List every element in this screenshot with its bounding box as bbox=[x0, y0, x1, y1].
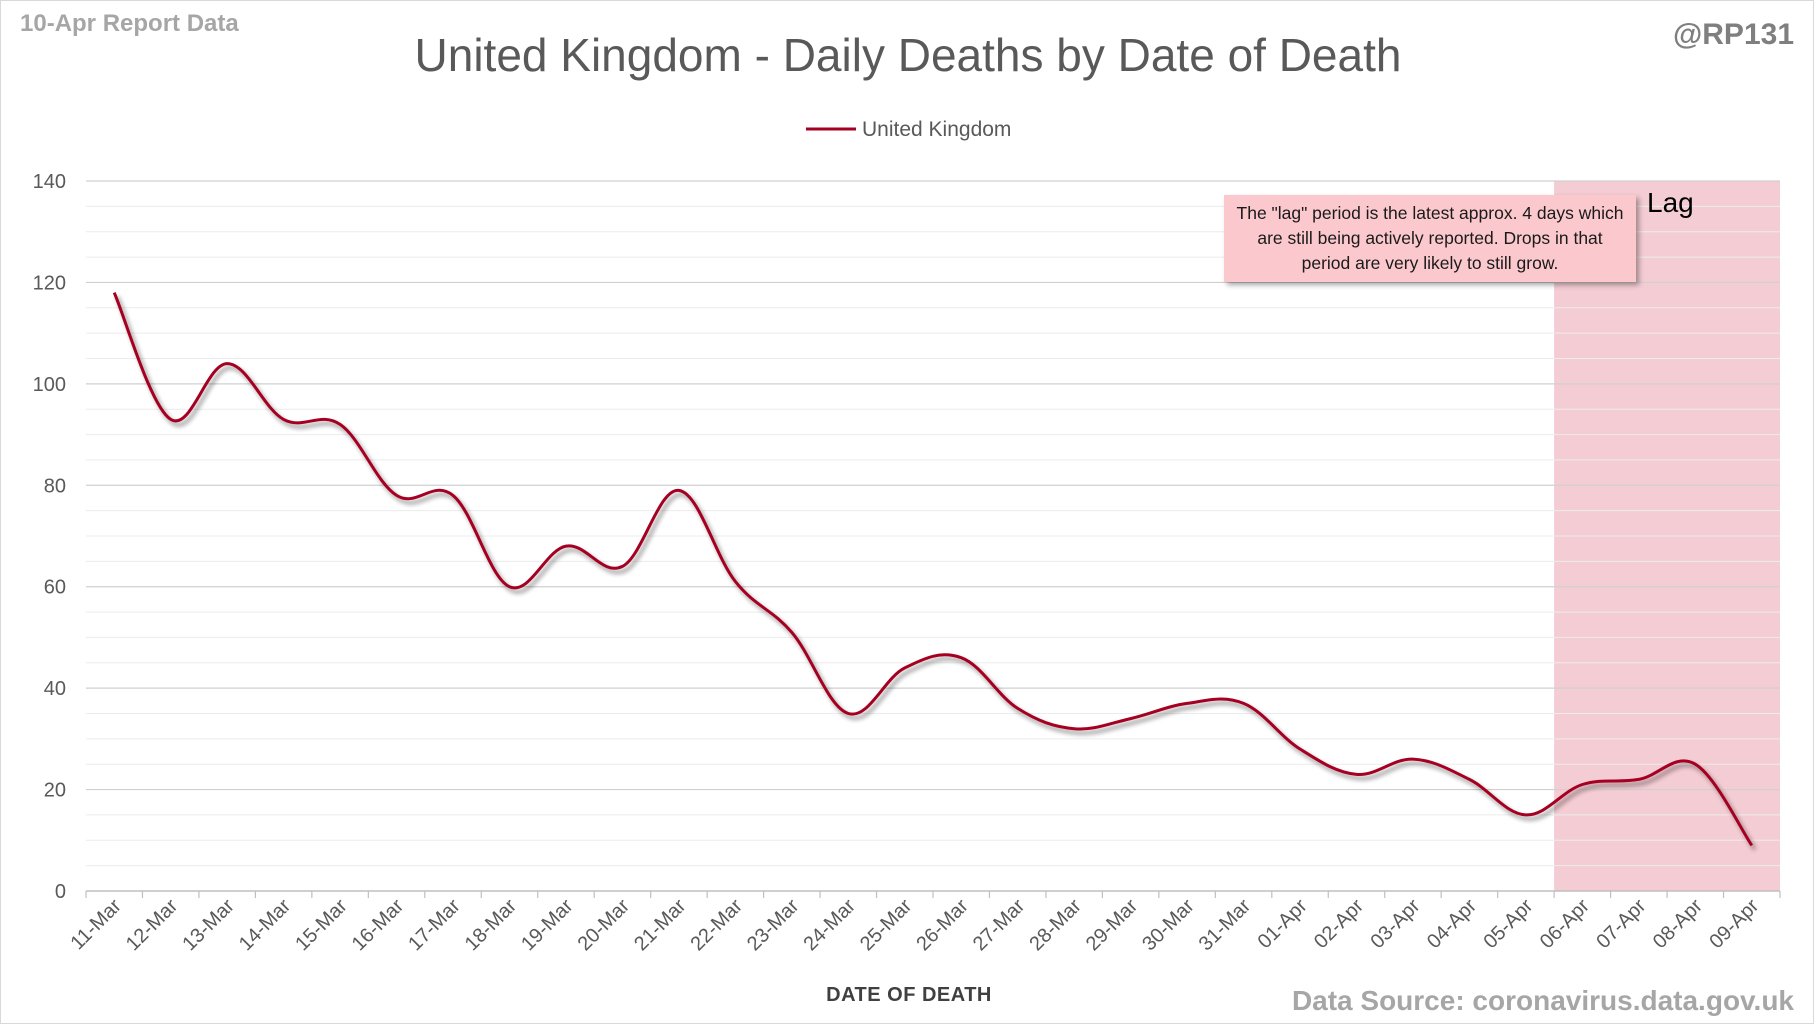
x-axis-ticks bbox=[85, 891, 1781, 898]
legend-label-united-kingdom: United Kingdom bbox=[862, 118, 1011, 141]
x-tick-label: 14-Mar bbox=[235, 895, 296, 956]
x-tick-label: 27-Mar bbox=[969, 895, 1030, 956]
x-tick-label: 11-Mar bbox=[66, 895, 126, 955]
x-tick-label: 03-Apr bbox=[1366, 895, 1424, 953]
x-tick-label: 09-Apr bbox=[1705, 895, 1763, 953]
y-tick-label: 40 bbox=[44, 678, 66, 700]
major-gridlines bbox=[86, 180, 1780, 791]
x-tick-label: 21-Mar bbox=[630, 895, 691, 956]
chart-title: United Kingdom - Daily Deaths by Date of… bbox=[414, 29, 1402, 81]
legend: United Kingdom bbox=[806, 118, 1011, 141]
x-axis-title: DATE OF DEATH bbox=[826, 984, 992, 1006]
series-line-united-kingdom bbox=[112, 291, 1754, 847]
x-tick-label: 15-Mar bbox=[291, 895, 352, 956]
x-tick-label: 18-Mar bbox=[461, 895, 522, 956]
x-tick-label: 02-Apr bbox=[1310, 895, 1368, 953]
x-tick-label: 07-Apr bbox=[1592, 895, 1650, 953]
x-tick-label: 25-Mar bbox=[856, 895, 917, 956]
y-axis-labels: 0 20 40 60 80 100 120 140 bbox=[33, 171, 66, 903]
author-handle: @RP131 bbox=[1673, 18, 1794, 51]
x-tick-label: 16-Mar bbox=[348, 895, 409, 956]
y-tick-label: 20 bbox=[44, 780, 66, 802]
x-tick-label: 01-Apr bbox=[1254, 895, 1312, 953]
y-tick-label: 140 bbox=[33, 171, 66, 193]
lag-note-callout: The "lag" period is the latest approx. 4… bbox=[1224, 195, 1636, 282]
x-tick-label: 06-Apr bbox=[1536, 895, 1594, 953]
x-tick-label: 31-Mar bbox=[1195, 895, 1256, 956]
x-tick-label: 26-Mar bbox=[912, 895, 973, 956]
y-tick-label: 80 bbox=[44, 475, 66, 497]
x-axis-labels: 11-Mar12-Mar13-Mar14-Mar15-Mar16-Mar17-M… bbox=[66, 895, 1763, 956]
x-tick-label: 04-Apr bbox=[1423, 895, 1481, 953]
x-tick-label: 12-Mar bbox=[122, 895, 183, 956]
x-tick-label: 30-Mar bbox=[1138, 895, 1199, 956]
y-tick-label: 100 bbox=[33, 374, 66, 396]
x-tick-label: 17-Mar bbox=[404, 895, 465, 956]
y-tick-label: 60 bbox=[44, 577, 66, 599]
x-tick-label: 05-Apr bbox=[1479, 895, 1537, 953]
x-tick-label: 08-Apr bbox=[1649, 895, 1707, 953]
y-tick-label: 120 bbox=[33, 272, 66, 294]
x-tick-label: 29-Mar bbox=[1082, 895, 1143, 956]
data-source-credit: Data Source: coronavirus.data.gov.uk bbox=[1291, 985, 1794, 1016]
x-tick-label: 22-Mar bbox=[687, 895, 748, 956]
minor-gridlines bbox=[86, 205, 1780, 867]
x-tick-label: 19-Mar bbox=[517, 895, 578, 956]
x-tick-label: 23-Mar bbox=[743, 895, 804, 956]
x-tick-label: 13-Mar bbox=[178, 895, 239, 956]
report-date-tag: 10-Apr Report Data bbox=[20, 10, 239, 37]
x-tick-label: 24-Mar bbox=[799, 895, 860, 956]
y-tick-label: 0 bbox=[55, 881, 66, 903]
x-tick-label: 28-Mar bbox=[1025, 895, 1086, 956]
lag-label: Lag bbox=[1647, 187, 1694, 218]
x-tick-label: 20-Mar bbox=[574, 895, 635, 956]
